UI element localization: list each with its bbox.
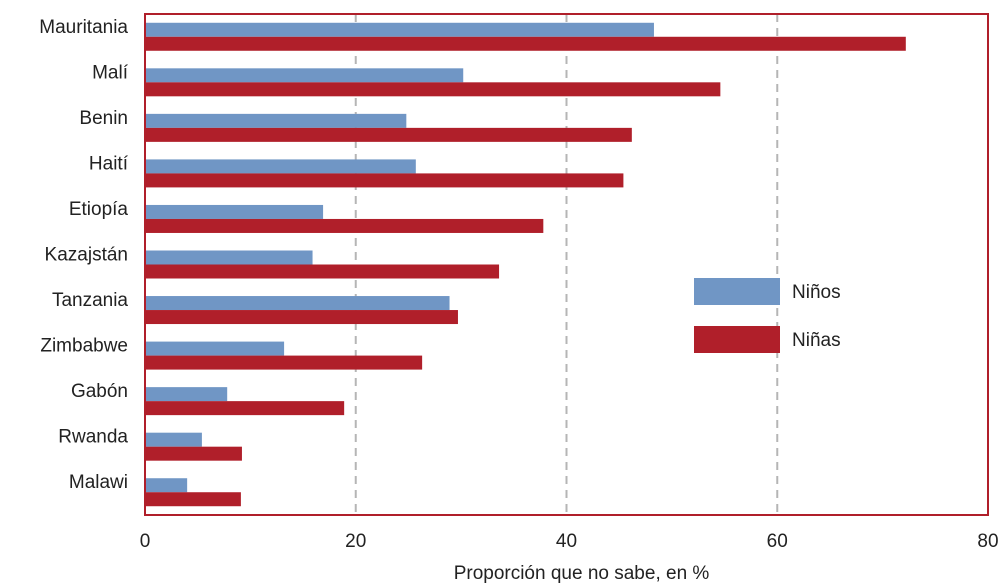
plot-frame <box>144 13 989 516</box>
bar-ninos <box>145 68 464 83</box>
category-label: Rwanda <box>58 427 128 448</box>
legend-label: Niñas <box>792 330 841 351</box>
bar-ninos <box>145 296 450 311</box>
bar-ninas <box>145 36 906 51</box>
bar-ninos <box>145 478 188 493</box>
category-label: Gabón <box>71 381 128 402</box>
bar-ninas <box>145 401 345 416</box>
bar-ninas <box>145 310 458 325</box>
category-label: Tanzania <box>52 290 128 311</box>
bar-ninas <box>145 218 544 233</box>
legend-label: Niños <box>792 282 841 303</box>
bar-ninas <box>145 82 721 97</box>
category-label: Kazajstán <box>45 245 128 266</box>
bar-ninas <box>145 355 423 370</box>
category-label: Etiopía <box>69 199 129 220</box>
bar-ninas <box>145 127 632 142</box>
category-labels: Mauritania Malí Benin Haití Etiopía Kazajstán… <box>39 17 128 493</box>
x-tick-label: 60 <box>767 531 788 552</box>
x-tick-label: 20 <box>345 531 366 552</box>
bar-ninos <box>145 204 324 219</box>
legend-swatch <box>694 326 780 353</box>
category-label: Haití <box>89 153 129 174</box>
bar-ninos <box>145 341 285 356</box>
bar-ninos <box>145 22 654 37</box>
legend: Niños Niñas <box>694 278 841 353</box>
bar-ninos <box>145 432 202 447</box>
bar-ninos <box>145 250 313 265</box>
x-axis-title: Proporción que no sabe, en % <box>454 563 710 584</box>
bar-ninos <box>145 113 407 128</box>
category-label: Mauritania <box>39 17 128 38</box>
x-tick-label: 40 <box>556 531 577 552</box>
bar-ninas <box>145 264 500 279</box>
legend-swatch <box>694 278 780 305</box>
bar-ninas <box>145 492 241 507</box>
bars-group <box>145 22 906 507</box>
bar-ninas <box>145 446 242 461</box>
category-label: Malawi <box>69 472 128 493</box>
x-tick-label: 80 <box>977 531 998 552</box>
bar-ninos <box>145 159 416 174</box>
x-tick-label: 0 <box>140 531 151 552</box>
x-tick-labels: 0 20 40 60 80 <box>140 531 999 552</box>
category-label: Benin <box>79 108 128 129</box>
category-label: Malí <box>92 62 129 83</box>
category-label: Zimbabwe <box>40 336 128 357</box>
bar-ninos <box>145 387 228 402</box>
bar-ninas <box>145 173 624 188</box>
